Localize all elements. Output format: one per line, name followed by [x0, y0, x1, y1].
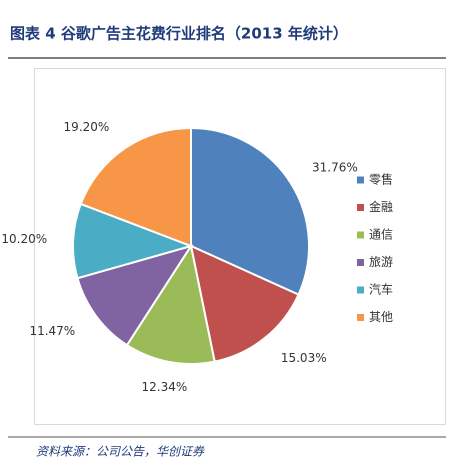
pie-slice — [125, 243, 216, 365]
pie-slice — [190, 126, 310, 296]
legend-swatch — [357, 176, 364, 184]
chart-frame — [34, 68, 446, 425]
legend-swatch — [357, 286, 364, 294]
legend-label: 旅游 — [369, 255, 393, 269]
data-label: 12.34% — [141, 380, 187, 394]
legend-swatch — [357, 204, 364, 211]
pie-slice — [79, 126, 192, 248]
pie-slice — [72, 202, 195, 280]
plot: 31.76% 15.03% 12.34% 11.47% 10.20% 19.20% 零售金融… — [1, 120, 393, 394]
data-label: 15.03% — [281, 351, 327, 365]
legend-label: 其他 — [369, 310, 393, 324]
legend-label: 汽车 — [369, 282, 393, 297]
chart-title: 图表 4 谷歌广告主花费行业排名（2013 年统计） — [10, 25, 348, 43]
legend-label: 通信 — [369, 228, 393, 242]
legend-swatch — [357, 259, 364, 266]
legend-swatch — [357, 314, 364, 321]
source: 资料来源：公司公告，华创证券 — [36, 445, 205, 459]
data-label: 31.76% — [312, 160, 358, 174]
data-label: 10.20% — [1, 232, 47, 246]
legend-label: 金融 — [369, 199, 393, 214]
legend-swatch — [357, 231, 364, 239]
pie-slice — [189, 244, 300, 363]
data-label: 11.47% — [29, 324, 75, 338]
data-label: 19.20% — [64, 120, 110, 134]
legend-label: 零售 — [369, 172, 393, 187]
